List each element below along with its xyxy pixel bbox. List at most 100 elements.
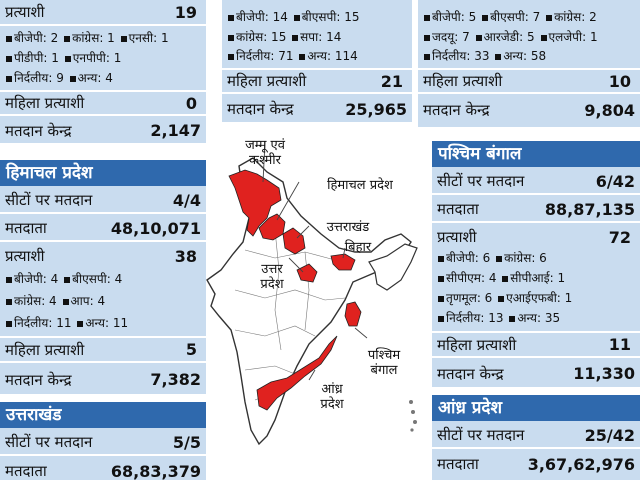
party-row: निर्दलीय: 9 अन्य: 4	[0, 69, 206, 86]
northeast-outline	[368, 243, 418, 291]
seats-row: सीटों पर मतदान 5/5	[0, 430, 206, 456]
women-value: 21	[380, 71, 403, 91]
up-region	[296, 263, 318, 283]
party-row: पीडीपी: 1 एनपीपी: 1	[0, 49, 206, 66]
voters-value: 48,10,071	[110, 218, 201, 238]
bihar-region	[330, 253, 356, 271]
voters-label: मतदाता	[437, 200, 479, 218]
up-panel: बीजेपी: 14 बीएसपी: 15 कांग्रेस: 15 सपा: …	[222, 0, 412, 122]
party-row: कांग्रेस: 15 सपा: 14	[222, 28, 412, 45]
women-row: महिला प्रत्याशी 0	[0, 90, 206, 116]
booths-label: मतदान केन्द्र	[437, 364, 504, 383]
seats-row: सीटों पर मतदान 6/42	[432, 169, 640, 195]
himachal-panel: हिमाचल प्रदेश सीटों पर मतदान 4/4 मतदाता …	[0, 160, 206, 394]
seats-value: 4/4	[172, 190, 201, 210]
booths-value: 11,330	[573, 364, 635, 383]
party-row: कांग्रेस: 4 आप: 4	[0, 292, 206, 309]
andhra-region	[256, 335, 338, 411]
women-row: महिला प्रत्याशी 21	[222, 68, 412, 94]
seats-row: सीटों पर मतदान 4/4	[0, 188, 206, 214]
voters-row: मतदाता 48,10,071	[0, 216, 206, 242]
india-map	[206, 141, 418, 446]
seats-value: 25/42	[584, 425, 635, 445]
bengal-title: पश्चिम बंगाल	[432, 141, 640, 167]
women-label: महिला प्रत्याशी	[5, 340, 85, 359]
booths-row: मतदान केन्द्र 2,147	[0, 118, 206, 143]
party-row: बीजेपी: 6 कांग्रेस: 6	[432, 249, 640, 266]
women-value: 5	[185, 340, 197, 359]
women-row: महिला प्रत्याशी 11	[432, 331, 640, 358]
uttarakhand-title: उत्तराखंड	[0, 402, 206, 428]
voters-label: मतदाता	[437, 455, 479, 473]
uttarakhand-region	[282, 227, 306, 255]
map-label-hp: हिमाचल प्रदेश	[327, 178, 393, 193]
voters-value: 3,67,62,976	[527, 454, 635, 474]
uttarakhand-panel: उत्तराखंड सीटों पर मतदान 5/5 मतदाता 68,8…	[0, 402, 206, 481]
booths-label: मतदान केन्द्र	[5, 121, 72, 140]
booths-value: 7,382	[150, 370, 201, 389]
seats-label: सीटों पर मतदान	[5, 433, 93, 451]
map-label-uk: उत्तराखंड	[326, 220, 370, 235]
party-row: बीजेपी: 5 बीएसपी: 7 कांग्रेस: 2	[418, 8, 640, 25]
women-row: महिला प्रत्याशी 5	[0, 336, 206, 363]
party-row: तृणमूल: 6 एआईएफबी: 1	[432, 289, 640, 306]
women-value: 11	[608, 335, 631, 354]
women-label: महिला प्रत्याशी	[227, 72, 307, 90]
women-value: 0	[185, 93, 197, 113]
seats-label: सीटों पर मतदान	[437, 172, 525, 190]
voters-label: मतदाता	[5, 462, 47, 480]
women-value: 10	[608, 71, 631, 91]
bengal-region	[344, 301, 362, 327]
voters-value: 68,83,379	[110, 461, 201, 481]
map-label-bihar: बिहार	[344, 240, 372, 255]
party-row: निर्दलीय: 13 अन्य: 35	[432, 309, 640, 326]
booths-value: 9,804	[584, 100, 635, 120]
bengal-panel: पश्चिम बंगाल सीटों पर मतदान 6/42 मतदाता …	[432, 141, 640, 387]
map-label-jk: जम्मू एवं कश्मीर	[245, 138, 285, 168]
bihar-panel: बीजेपी: 5 बीएसपी: 7 कांग्रेस: 2 जदयू: 7 …	[418, 0, 640, 127]
andhra-title: आंध्र प्रदेश	[432, 395, 640, 421]
candidates-value: 38	[174, 246, 197, 266]
party-row: निर्दलीय: 33 अन्य: 58	[418, 47, 640, 64]
himachal-title: हिमाचल प्रदेश	[0, 160, 206, 186]
party-row: निर्दलीय: 11 अन्य: 11	[0, 314, 206, 331]
islands	[409, 400, 417, 432]
party-row: बीजेपी: 2 कांग्रेस: 1 एनसी: 1	[0, 29, 206, 46]
voters-row: मतदाता 3,67,62,976	[432, 451, 640, 477]
india-outline	[206, 157, 412, 446]
women-label: महिला प्रत्याशी	[437, 335, 517, 354]
booths-label: मतदान केन्द्र	[5, 370, 72, 389]
map-label-wb: पश्चिम बंगाल	[367, 348, 401, 378]
booths-label: मतदान केन्द्र	[423, 101, 490, 119]
party-row: सीपीएम: 4 सीपीआई: 1	[432, 269, 640, 286]
party-row: बीजेपी: 14 बीएसपी: 15	[222, 8, 412, 25]
map-label-up: उत्तर प्रदेश	[260, 262, 284, 292]
party-row: बीजेपी: 4 बीएसपी: 4	[0, 270, 206, 287]
women-row: महिला प्रत्याशी 10	[418, 68, 640, 94]
seats-label: सीटों पर मतदान	[5, 191, 93, 209]
candidates-value: 72	[608, 227, 631, 247]
party-row: निर्दलीय: 71 अन्य: 114	[222, 47, 412, 64]
booths-label: मतदान केन्द्र	[227, 100, 294, 118]
booths-value: 25,965	[345, 99, 407, 119]
jk-region	[228, 169, 282, 237]
women-label: महिला प्रत्याशी	[423, 72, 503, 90]
candidates-value: 19	[174, 2, 197, 22]
candidates-label: प्रत्याशी	[5, 3, 45, 21]
candidates-label: प्रत्याशी	[437, 228, 477, 246]
women-label: महिला प्रत्याशी	[5, 94, 85, 112]
seats-label: सीटों पर मतदान	[437, 426, 525, 444]
booths-row: मतदान केन्द्र 9,804	[418, 96, 640, 124]
seats-value: 5/5	[172, 432, 201, 452]
andhra-panel: आंध्र प्रदेश सीटों पर मतदान 25/42 मतदाता…	[432, 395, 640, 480]
voters-label: मतदाता	[5, 219, 47, 237]
voters-row: मतदाता 88,87,135	[432, 197, 640, 223]
candidates-row: प्रत्याशी 38	[0, 244, 206, 268]
seats-row: सीटों पर मतदान 25/42	[432, 423, 640, 449]
map-label-ap: आंध्र प्रदेश	[320, 382, 344, 412]
leader-lines	[262, 141, 368, 381]
booths-row: मतदान केन्द्र 11,330	[432, 360, 640, 387]
candidates-row: प्रत्याशी 72	[432, 225, 640, 249]
voters-row: मतदाता 68,83,379	[0, 458, 206, 484]
candidates-label: प्रत्याशी	[5, 247, 45, 265]
